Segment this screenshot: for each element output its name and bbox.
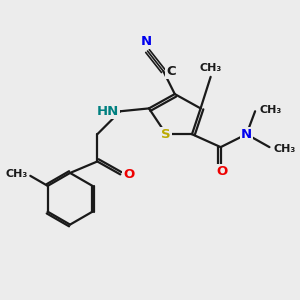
Text: CH₃: CH₃ — [274, 144, 296, 154]
Text: CH₃: CH₃ — [260, 105, 282, 115]
Text: CH₃: CH₃ — [5, 169, 27, 179]
Text: C: C — [166, 64, 176, 78]
Text: N: N — [241, 128, 252, 141]
Text: N: N — [140, 35, 152, 48]
Text: O: O — [217, 165, 228, 178]
Text: O: O — [123, 168, 134, 181]
Text: CH₃: CH₃ — [200, 62, 222, 73]
Text: HN: HN — [97, 105, 119, 118]
Text: S: S — [161, 128, 171, 141]
